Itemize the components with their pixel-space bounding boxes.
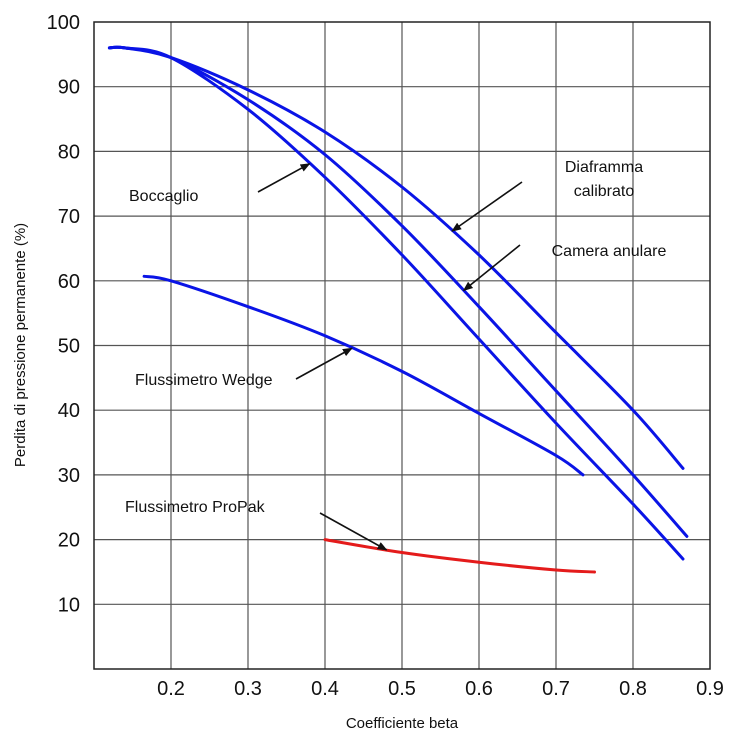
y-tick-label: 100 [47,12,80,34]
series-line-flussimetro-wedge [142,274,585,477]
plot-frame [93,21,711,670]
x-tick-label: 0.9 [696,678,724,700]
annotation-label: Flussimetro Wedge [135,372,273,389]
annotations: Boccaglio Diaframma calibrato Camera anular… [125,159,667,551]
annotation-boccaglio: Boccaglio [129,162,311,205]
y-tick-label: 50 [58,336,80,358]
x-tick-label: 0.4 [311,678,339,700]
annotation-label: Camera anulare [552,243,667,260]
annotation-label: Flussimetro ProPak [125,499,266,516]
series-lines [107,45,689,574]
y-tick-label: 30 [58,465,80,487]
y-tick-label: 10 [58,594,80,616]
annotation-arrow [295,347,353,380]
annotation-label: Boccaglio [129,188,198,205]
x-tick-label: 0.7 [542,678,570,700]
annotation-arrow [451,181,523,232]
x-tick-label: 0.2 [157,678,185,700]
annotation-flussimetro-propak: Flussimetro ProPak [125,499,388,551]
y-tick-label: 90 [58,77,80,99]
y-tick-label: 20 [58,530,80,552]
x-tick-labels: 0.2 0.3 0.4 0.5 0.6 0.7 0.8 0.9 [157,678,724,700]
y-tick-labels: 10 20 30 40 50 60 70 80 90 100 [47,12,80,616]
x-tick-label: 0.6 [465,678,493,700]
y-tick-label: 70 [58,206,80,228]
annotation-label-line2: calibrato [574,183,635,200]
x-tick-label: 0.5 [388,678,416,700]
annotation-arrow [319,512,388,551]
y-axis-label: Perdita di pressione permanente (%) [12,223,29,467]
y-tick-label: 40 [58,400,80,422]
annotation-label: Diaframma [565,159,643,176]
series-line-camera-anulare [107,45,689,538]
y-tick-label: 80 [58,141,80,163]
annotation-arrow [462,244,521,292]
x-tick-label: 0.3 [234,678,262,700]
series-line-flussimetro-propak [323,538,596,574]
annotation-camera-anulare: Camera anulare [462,243,667,292]
annotation-arrow [257,162,311,193]
y-tick-label: 60 [58,271,80,293]
grid [94,22,710,669]
annotation-diaframma-calibrato: Diaframma calibrato [451,159,643,232]
series-line-boccaglio [107,45,685,561]
annotation-flussimetro-wedge: Flussimetro Wedge [135,347,353,389]
x-axis-label: Coefficiente beta [346,715,459,732]
x-tick-label: 0.8 [619,678,647,700]
